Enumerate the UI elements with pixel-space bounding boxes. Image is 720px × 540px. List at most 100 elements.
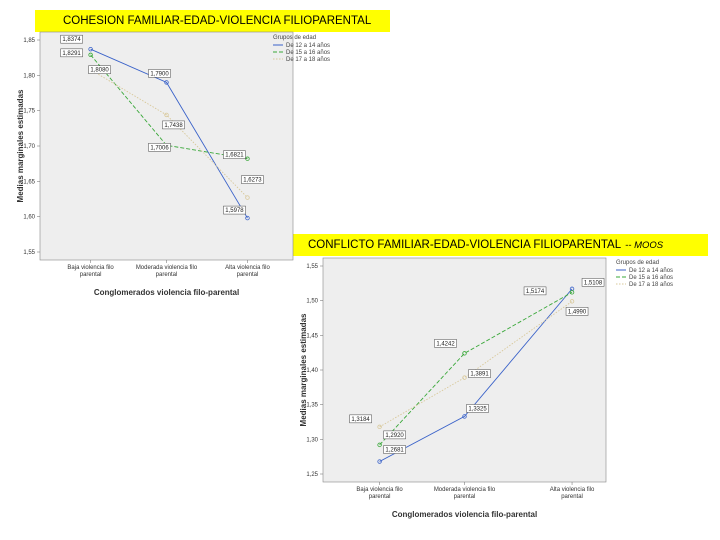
data-label-box — [60, 48, 83, 58]
y-tick-label: 1,25 — [306, 472, 318, 478]
chart2-title-suffix: -- MOOS — [625, 240, 664, 251]
chart1-title: COHESION FAMILIAR-EDAD-VIOLENCIA FILIOPA… — [63, 15, 372, 27]
legend-entry: De 15 a 16 años — [286, 50, 330, 56]
data-label-box — [466, 404, 489, 413]
y-tick-label: 1,85 — [23, 38, 35, 44]
data-label: 1,8291 — [62, 51, 81, 57]
x-axis-title: Conglomerados violencia filo-parental — [94, 288, 239, 297]
data-label-box — [148, 69, 171, 78]
y-tick-label: 1,65 — [23, 179, 35, 185]
data-label: 1,5108 — [584, 280, 603, 286]
x-category-label: Moderada violencia filo — [136, 265, 198, 271]
data-label-box — [88, 65, 111, 74]
y-tick-label: 1,40 — [306, 368, 318, 374]
chart2-title-banner: CONFLICTO FAMILIAR-EDAD-VIOLENCIA FILIOP… — [290, 234, 708, 256]
legend-entry: De 12 a 14 años — [286, 43, 330, 49]
y-tick-label: 1,80 — [23, 73, 35, 79]
legend-entry: De 12 a 14 años — [629, 268, 673, 274]
data-label-box — [383, 445, 406, 454]
y-tick-label: 1,55 — [306, 264, 318, 270]
data-label: 1,4990 — [568, 309, 587, 315]
data-label: 1,5174 — [526, 289, 545, 295]
data-label-box — [148, 143, 171, 152]
legend-title: Grupos de edad — [616, 260, 659, 266]
y-tick-label: 1,50 — [306, 299, 318, 305]
data-label-box — [162, 120, 185, 130]
data-label: 1,7006 — [150, 145, 169, 151]
x-category-label: parental — [237, 272, 259, 278]
data-label: 1,3325 — [468, 406, 487, 412]
legend-entry: De 17 a 18 años — [286, 57, 330, 63]
series-2-point — [462, 351, 467, 356]
data-label-box — [223, 150, 246, 159]
data-label-box — [434, 339, 457, 348]
x-category-label: parental — [561, 494, 583, 500]
chart2-svg: 1,25 1,30 1,35 1,40 1,45 1,50 1,55 Baja violenc… — [299, 257, 673, 519]
x-category-label: parental — [80, 272, 102, 278]
chart2-title: CONFLICTO FAMILIAR-EDAD-VIOLENCIA FILIOP… — [308, 239, 622, 251]
data-label: 1,2681 — [385, 448, 404, 454]
data-label: 1,3891 — [470, 372, 489, 378]
data-label: 1,8080 — [90, 68, 109, 74]
series-1-point — [88, 46, 93, 52]
series-line-2 — [90, 54, 248, 160]
y-tick-label: 1,75 — [23, 109, 35, 115]
data-label-box — [349, 414, 372, 424]
data-label-box — [523, 286, 547, 296]
data-label: 1,4242 — [436, 341, 455, 347]
series-line-3 — [90, 69, 248, 198]
y-tick-label: 1,70 — [23, 144, 35, 150]
data-label: 1,6273 — [243, 178, 262, 184]
data-label: 1,7438 — [164, 123, 183, 129]
y-axis-title: Medias marginales estimadas — [16, 89, 25, 202]
x-axis-title: Conglomerados violencia filo-parental — [392, 510, 537, 519]
series-1-point — [377, 459, 382, 464]
series-1-point — [245, 215, 250, 221]
y-tick-label: 1,55 — [23, 250, 35, 256]
data-label-box — [60, 34, 83, 44]
chart1-title-banner: COHESION FAMILIAR-EDAD-VIOLENCIA FILIOPA… — [35, 10, 390, 32]
chart1-svg: 1,55 1,60 1,65 1,70 1,75 1,80 1,85 Baja violenc… — [16, 31, 330, 297]
series-line-2 — [379, 291, 573, 446]
data-label: 1,6821 — [225, 153, 244, 159]
legend-entry: De 17 a 18 años — [629, 282, 673, 288]
x-category-label: parental — [156, 272, 178, 278]
data-label-box — [581, 278, 605, 287]
data-label: 1,7900 — [150, 71, 169, 77]
series-1-point — [462, 414, 467, 419]
data-label: 1,8374 — [62, 37, 81, 43]
legend-title: Grupos de edad — [273, 35, 316, 41]
data-label-box — [383, 430, 406, 440]
y-tick-label: 1,45 — [306, 333, 318, 339]
y-tick-label: 1,35 — [306, 403, 318, 409]
legend-entry: De 15 a 16 años — [629, 275, 673, 281]
series-2-point — [569, 290, 575, 295]
series-3-point — [462, 375, 467, 380]
series-2-point — [88, 52, 93, 58]
series-2-point — [377, 442, 382, 448]
x-category-label: Alta violencia filo — [550, 487, 595, 493]
y-tick-label: 1,30 — [306, 437, 318, 443]
data-label-box — [241, 175, 264, 184]
x-category-label: parental — [454, 494, 476, 500]
data-label-box — [223, 205, 246, 215]
plot-area — [322, 257, 607, 483]
y-axis-title: Medias marginales estimadas — [299, 313, 308, 426]
data-label: 1,5978 — [225, 208, 244, 214]
x-category-label: Alta violencia filo — [225, 265, 270, 271]
series-3-point — [569, 299, 575, 304]
x-category-label: parental — [369, 494, 391, 500]
data-label-box — [468, 369, 491, 378]
x-category-label: Baja violencia filo — [67, 265, 114, 271]
data-label: 1,3184 — [351, 417, 370, 423]
y-tick-label: 1,60 — [23, 215, 35, 221]
data-label-box — [565, 307, 589, 316]
series-3-point — [377, 424, 382, 430]
series-3-point — [164, 112, 169, 118]
x-category-label: Baja violencia filo — [356, 487, 403, 493]
series-line-1 — [379, 288, 573, 462]
x-category-label: Moderada violencia filo — [434, 487, 496, 493]
series-line-1 — [90, 48, 248, 219]
